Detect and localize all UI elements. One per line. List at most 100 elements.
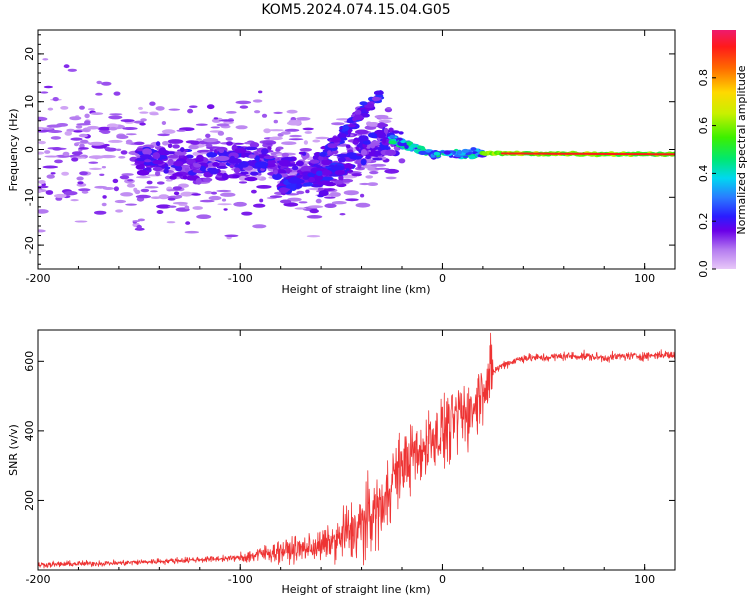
- spectrogram-cell: [79, 105, 85, 110]
- spectrogram-cell: [54, 159, 63, 164]
- spectrogram-cell: [70, 137, 83, 141]
- spectrogram-cell: [258, 90, 263, 94]
- spectrogram-cell: [158, 194, 170, 200]
- spectrogram-cell: [390, 138, 396, 142]
- x-tick-label: 0: [439, 272, 446, 285]
- spectrogram-cell: [178, 183, 189, 188]
- spectrogram-cell: [379, 117, 393, 120]
- spectrogram-cell: [378, 119, 392, 124]
- spectrogram-cell: [134, 141, 145, 145]
- spectrogram-cell: [345, 198, 359, 202]
- spectrogram-cell: [322, 169, 332, 176]
- spectrogram-cell: [216, 123, 230, 127]
- snr-panel: -200 -100 0 100 200 400 600 Height of straigh…: [7, 329, 676, 596]
- spectrogram-cell: [461, 148, 470, 153]
- spectrogram-cell: [87, 108, 95, 111]
- spectrogram-cell: [338, 174, 344, 182]
- spectrogram-cell: [144, 167, 152, 171]
- colorbar-tick-label: 0.0: [697, 260, 710, 278]
- spectrogram-cell: [410, 144, 419, 148]
- spectrogram-cell: [162, 141, 169, 146]
- spectrogram-cell: [202, 177, 213, 182]
- spectrogram-cell: [223, 208, 228, 211]
- spectrogram-cell: [180, 191, 194, 197]
- y-tick-label: -10: [23, 188, 36, 206]
- colorbar-tick-label: 0.4: [697, 165, 710, 183]
- spectrogram-cell: [99, 173, 105, 176]
- spectrogram-cell: [52, 97, 59, 102]
- spectrogram-cell: [286, 109, 298, 114]
- spectrogram-cell: [374, 129, 385, 135]
- spectrogram-cell: [88, 155, 105, 159]
- spectrogram-cell: [269, 136, 283, 141]
- spectrogram-cell: [76, 176, 84, 181]
- spectrogram-cell: [38, 151, 45, 155]
- spectrogram-cell: [281, 141, 297, 145]
- spectrogram-cell: [286, 167, 291, 174]
- spectrogram-cell: [309, 159, 320, 164]
- spectrogram-cell: [125, 203, 138, 206]
- spectrogram-cell: [172, 173, 183, 177]
- spectrogram-cell: [367, 142, 381, 146]
- spectrogram-cell: [244, 146, 258, 151]
- spectrogram-cell: [180, 147, 185, 153]
- spectrogram-cell: [155, 171, 161, 177]
- spectrogram-cell: [192, 169, 203, 173]
- spectrogram-cell: [383, 127, 389, 134]
- spectrogram-cell: [346, 152, 357, 158]
- colorbar-tick-label: 0.8: [697, 69, 710, 87]
- spectrogram-cell: [463, 155, 469, 159]
- spectrogram-cell: [164, 175, 171, 180]
- spectrogram-cell: [103, 143, 110, 147]
- spectrogram-cell: [143, 161, 152, 166]
- snr-y-ticks: 200 400 600: [23, 351, 675, 511]
- spectrogram-cell: [191, 193, 201, 196]
- spectrogram-cell: [212, 162, 220, 167]
- spectrogram-cell: [315, 136, 330, 140]
- x-tick-label: 0: [439, 573, 446, 586]
- spectrogram-cell: [136, 224, 142, 230]
- spectrogram-cell: [302, 175, 310, 180]
- spectrogram-cell: [127, 179, 134, 182]
- spectrogram-cell: [388, 140, 397, 145]
- spectrogram-cell: [337, 133, 347, 138]
- spectrogram-cell: [205, 143, 213, 148]
- spectrogram-cell: [38, 209, 49, 214]
- spectrogram-cell: [234, 147, 247, 154]
- spectrogram-cell: [71, 151, 83, 156]
- spectrogram-cell: [233, 201, 247, 207]
- spectrogram-cell: [294, 207, 307, 210]
- spectrogram-cell: [287, 177, 302, 184]
- spectrogram-cell: [116, 148, 122, 151]
- spectrogram-cell: [161, 121, 167, 125]
- spectrogram-cell: [241, 211, 253, 216]
- spectrogram-cell: [324, 181, 337, 187]
- spectrogram-cell: [221, 198, 227, 202]
- spectrogram-cell: [217, 131, 225, 136]
- spectrogram-cell: [360, 158, 367, 166]
- spectrogram-cell: [218, 148, 225, 153]
- spectrogram-cell: [359, 101, 368, 106]
- spectrogram-cell: [233, 167, 241, 174]
- spectrogram-cell: [285, 184, 297, 189]
- spectrogram-cell: [269, 195, 283, 199]
- spectrogram-cell: [113, 91, 121, 96]
- spectrogram-cell: [199, 199, 215, 203]
- spectrogram-cell: [318, 190, 329, 197]
- spectrogram-cell: [365, 155, 371, 160]
- spectrogram-cell: [140, 188, 150, 193]
- colorbar-tick-label: 0.2: [697, 212, 710, 230]
- spectrogram-cell: [172, 201, 188, 205]
- spectrogram-cell: [369, 170, 379, 175]
- spectrogram-cell: [299, 148, 312, 152]
- spectrogram-cell: [88, 141, 105, 146]
- spectrogram-cell: [302, 182, 314, 187]
- spectrogram-cell: [443, 150, 451, 155]
- spectrogram-cell: [221, 172, 229, 180]
- spectrogram-cell: [216, 189, 232, 193]
- spectrogram-cell: [125, 133, 137, 136]
- spectrogram-cell: [152, 160, 164, 165]
- spectrogram-cell: [239, 105, 249, 109]
- spectrogram-cell: [50, 136, 62, 140]
- spectrogram-cell: [75, 125, 83, 129]
